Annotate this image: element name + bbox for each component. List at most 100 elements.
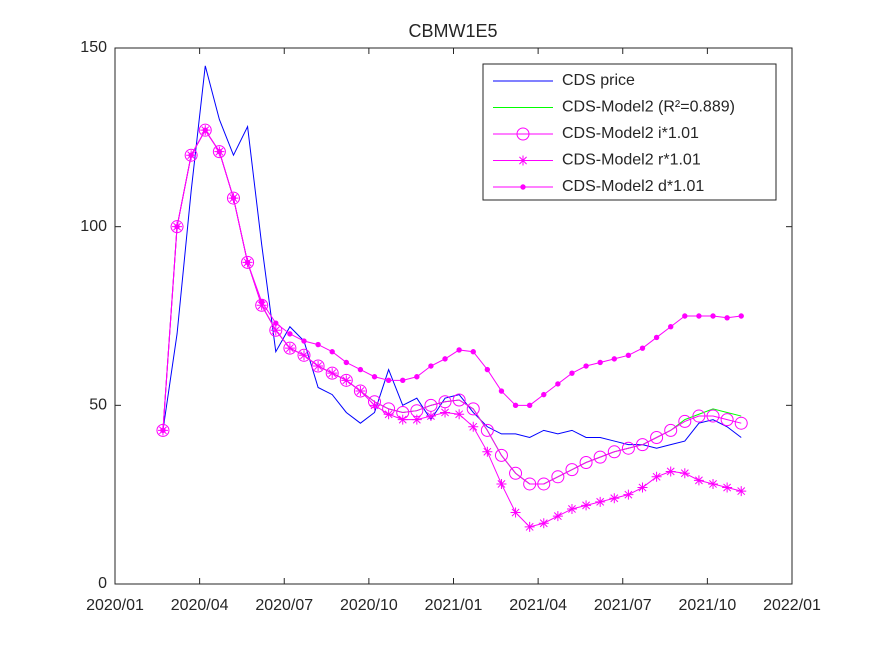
marker-dot (611, 356, 617, 362)
marker-circle (593, 450, 607, 464)
marker-circle (706, 409, 720, 423)
marker-asterisk (518, 155, 528, 166)
marker-dot (569, 370, 575, 376)
marker-asterisk (411, 414, 422, 425)
marker-dot (315, 341, 321, 348)
marker-asterisk (383, 409, 394, 420)
marker-circle (480, 423, 494, 437)
marker-asterisk (524, 521, 535, 532)
y-tick-label: 100 (80, 218, 107, 235)
marker-dot (202, 127, 208, 133)
marker-circle (198, 123, 212, 137)
marker-dot (400, 377, 406, 384)
marker-dot (668, 324, 674, 330)
marker-asterisk (496, 478, 507, 489)
marker-circle (184, 148, 198, 162)
marker-dot (357, 366, 364, 373)
chart-title: CBMW1E5 (408, 21, 497, 41)
legend-label: CDS-Model2 (R²=0.889) (562, 99, 735, 116)
marker-asterisk (679, 468, 690, 479)
marker-asterisk (693, 475, 704, 486)
marker-asterisk (256, 300, 267, 311)
marker-circle (325, 366, 339, 380)
x-tick-label: 2021/10 (678, 597, 736, 614)
marker-dot (470, 349, 476, 355)
legend-label: CDS-Model2 i*1.01 (562, 125, 699, 142)
marker-dot (555, 381, 561, 387)
marker-dot (520, 184, 526, 190)
marker-dot (230, 195, 237, 201)
marker-dot (371, 374, 378, 380)
marker-asterisk (665, 466, 676, 477)
marker-asterisk (440, 407, 451, 418)
marker-circle (353, 384, 367, 398)
marker-asterisk (270, 325, 281, 336)
marker-circle (516, 127, 530, 141)
marker-asterisk (327, 368, 338, 379)
marker-dot (287, 331, 293, 337)
marker-circle (339, 373, 353, 387)
marker-dot (710, 313, 716, 319)
marker-asterisk (595, 496, 606, 507)
marker-dot (682, 313, 688, 319)
marker-asterisk (284, 343, 295, 354)
marker-circle (551, 470, 565, 484)
marker-asterisk (552, 511, 563, 522)
marker-asterisk (736, 486, 747, 497)
marker-dot (583, 363, 589, 369)
marker-asterisk (298, 350, 309, 361)
legend-label: CDS price (562, 72, 635, 89)
marker-dot (512, 402, 519, 409)
x-tick-label: 2021/04 (509, 597, 567, 614)
series-line (162, 65, 742, 449)
marker-asterisk (468, 421, 479, 432)
x-tick-label: 2020/10 (340, 597, 398, 614)
marker-asterisk (341, 375, 352, 386)
marker-dot (639, 345, 646, 351)
x-tick-label: 2020/04 (171, 597, 229, 614)
marker-circle (621, 441, 635, 455)
marker-circle (241, 255, 255, 269)
marker-circle (607, 445, 621, 459)
x-tick-label: 2020/01 (86, 597, 144, 614)
marker-dot (526, 402, 533, 409)
marker-circle (452, 393, 466, 407)
marker-dot (244, 259, 251, 266)
marker-asterisk (425, 411, 436, 422)
series-line (162, 129, 742, 431)
legend-label: CDS-Model2 d*1.01 (562, 178, 704, 195)
marker-dot (428, 363, 434, 369)
marker-circle (297, 348, 311, 362)
legend-label: CDS-Model2 r*1.01 (562, 152, 701, 169)
marker-dot (343, 359, 350, 366)
marker-asterisk (722, 482, 733, 493)
marker-asterisk (355, 386, 366, 397)
marker-asterisk (369, 400, 380, 411)
marker-circle (635, 438, 649, 452)
marker-circle (692, 409, 706, 423)
marker-dot (385, 377, 392, 384)
marker-dot (414, 374, 420, 380)
marker-dot (442, 356, 448, 362)
marker-dot (273, 320, 279, 326)
x-tick-label: 2021/01 (425, 597, 483, 614)
marker-dot (498, 388, 505, 394)
marker-circle (283, 341, 297, 355)
marker-asterisk (566, 503, 577, 514)
marker-dot (301, 338, 307, 344)
marker-asterisk (397, 414, 408, 425)
marker-asterisk (623, 489, 634, 500)
marker-asterisk (581, 500, 592, 511)
marker-circle (537, 477, 551, 491)
marker-asterisk (651, 471, 662, 482)
marker-circle (720, 413, 734, 427)
marker-dot (329, 349, 335, 355)
marker-circle (226, 191, 240, 205)
x-tick-label: 2020/07 (255, 597, 313, 614)
marker-circle (494, 448, 508, 462)
y-tick-label: 50 (89, 397, 107, 414)
marker-circle (678, 414, 692, 428)
marker-asterisk (313, 361, 324, 372)
marker-circle (523, 477, 537, 491)
